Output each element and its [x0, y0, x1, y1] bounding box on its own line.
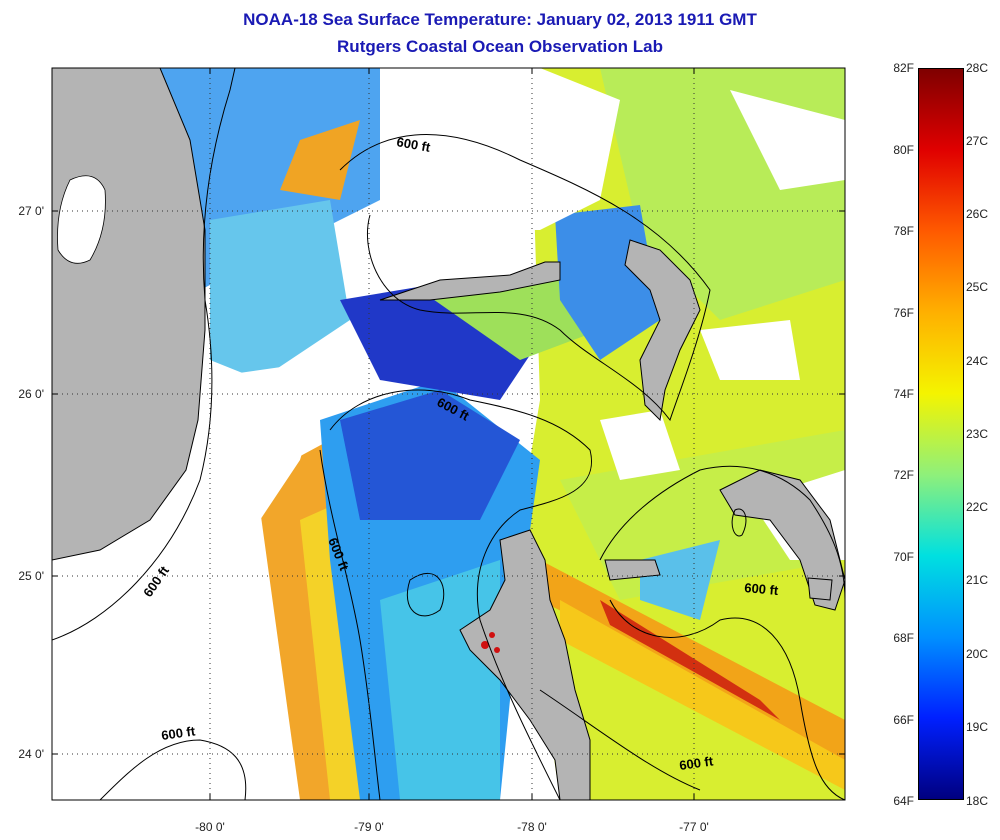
sst-nw-blue	[150, 68, 380, 290]
land-abaco	[624, 239, 701, 422]
cloud-mid	[600, 410, 680, 480]
lat-tick-label: 24 0'	[18, 747, 44, 761]
colorbar-c-label: 22C	[966, 500, 989, 514]
map-frame	[51, 67, 846, 801]
land	[52, 68, 845, 800]
sst-cold-core	[340, 390, 520, 520]
land-andros	[459, 529, 591, 800]
map-content: 600 ft 600 ft 600 ft 600 ft 600 ft 600 f…	[52, 68, 845, 800]
warm-spot	[481, 641, 489, 649]
colorbar-c-label: 26C	[966, 207, 989, 221]
contour-label: 600 ft	[160, 723, 196, 743]
contour-label: 600 ft	[744, 580, 780, 598]
lon-tick-label: -77 0'	[679, 820, 709, 834]
contour-florida-shelf	[52, 68, 236, 641]
colorbar-f-label: 64F	[893, 794, 914, 808]
colorbar-c-label: 18C	[966, 794, 989, 808]
contour-great-bahama-west	[329, 389, 592, 800]
colorbar-c-label: 20C	[966, 647, 989, 661]
land-new-providence	[604, 559, 661, 581]
colorbar-f-label: 80F	[893, 143, 914, 157]
sst-cyan-south	[380, 560, 500, 800]
colorbar-c-label: 25C	[966, 280, 989, 294]
contour-little-bahama-bank	[339, 134, 711, 422]
sst-orange-streak-2	[560, 600, 845, 790]
map-subtitle: Rutgers Coastal Ocean Observation Lab	[337, 37, 663, 56]
lake-okeechobee	[57, 175, 106, 264]
colorbar-c-label: 24C	[966, 354, 989, 368]
lat-tick-label: 26 0'	[18, 387, 44, 401]
contour-cuba-north	[99, 739, 247, 800]
colorbar-f-label: 76F	[893, 306, 914, 320]
colorbar-c-label: 23C	[966, 427, 989, 441]
graticule	[52, 68, 845, 800]
colorbar-c-label: 28C	[966, 61, 989, 75]
colorbar-f-label: 72F	[893, 468, 914, 482]
cloud-north	[380, 68, 620, 230]
colorbar-c-label: 19C	[966, 720, 989, 734]
isobath-contours	[52, 68, 845, 800]
colorbar-f-label: 66F	[893, 713, 914, 727]
lat-tick-label: 27 0'	[18, 204, 44, 218]
warm-spot	[489, 632, 495, 638]
tick-marks	[52, 68, 845, 800]
sst-se-cyan	[640, 540, 720, 620]
lat-tick-label: 25 0'	[18, 569, 44, 583]
sst-red-streak	[600, 600, 780, 720]
map-title: NOAA-18 Sea Surface Temperature: January…	[243, 10, 757, 29]
lon-tick-label: -80 0'	[195, 820, 225, 834]
contour-ring	[406, 573, 445, 617]
contour-exuma-south	[609, 599, 845, 800]
colorbar-f-label: 70F	[893, 550, 914, 564]
colorbar-c-label: 27C	[966, 134, 989, 148]
lon-tick-label: -78 0'	[517, 820, 547, 834]
temperature-colorbar	[918, 68, 964, 800]
contour-tongue-west	[319, 449, 381, 800]
sst-nw-orange	[280, 120, 360, 200]
warm-spot	[494, 647, 500, 653]
sst-nw-cyan	[210, 200, 350, 380]
contour-small-ring	[731, 508, 747, 537]
colorbar-f-label: 78F	[893, 224, 914, 238]
contour-label: 600 ft	[678, 753, 714, 773]
sst-field	[52, 68, 845, 800]
lon-tick-label: -79 0'	[354, 820, 384, 834]
land-grand-bahama	[379, 261, 561, 301]
colorbar-f-label: 82F	[893, 61, 914, 75]
colorbar-c-label: 21C	[966, 573, 989, 587]
cloud-east	[700, 320, 800, 380]
contour-andros-south	[539, 689, 701, 791]
cloud-northeast	[730, 90, 845, 190]
land-small-island	[807, 577, 833, 601]
colorbar-f-label: 74F	[893, 387, 914, 401]
contour-exuma-north	[599, 465, 845, 601]
contour-label: 600 ft	[395, 134, 432, 155]
colorbar-f-label: 68F	[893, 631, 914, 645]
